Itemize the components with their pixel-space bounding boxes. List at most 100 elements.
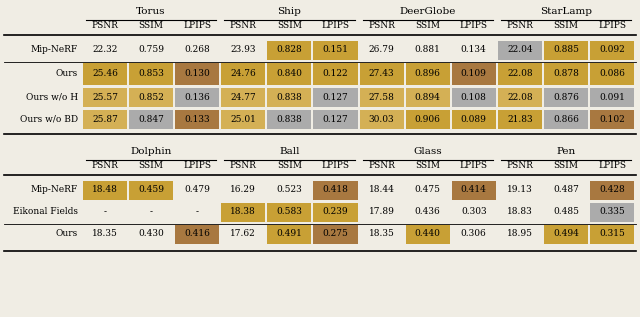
Text: 25.87: 25.87	[92, 114, 118, 124]
Text: 22.08: 22.08	[507, 69, 532, 78]
Text: -: -	[104, 208, 106, 217]
Text: 0.122: 0.122	[323, 69, 348, 78]
Text: 0.485: 0.485	[553, 208, 579, 217]
Bar	[129, 87, 173, 107]
Bar	[268, 87, 312, 107]
Text: 25.01: 25.01	[230, 114, 256, 124]
Text: 18.44: 18.44	[369, 185, 394, 195]
Text: 22.04: 22.04	[507, 46, 532, 55]
Text: 0.239: 0.239	[323, 208, 348, 217]
Text: -: -	[150, 208, 152, 217]
Text: LPIPS: LPIPS	[460, 22, 488, 30]
Bar	[406, 87, 450, 107]
Bar	[590, 109, 634, 128]
Text: 0.896: 0.896	[415, 69, 440, 78]
Bar	[406, 62, 450, 85]
Text: 18.48: 18.48	[92, 185, 118, 195]
Text: 22.08: 22.08	[507, 93, 532, 101]
Text: 0.335: 0.335	[599, 208, 625, 217]
Bar	[221, 62, 266, 85]
Text: 25.57: 25.57	[92, 93, 118, 101]
Text: 0.109: 0.109	[461, 69, 486, 78]
Bar	[544, 109, 588, 128]
Text: LPIPS: LPIPS	[460, 161, 488, 171]
Text: 0.885: 0.885	[553, 46, 579, 55]
Text: 18.38: 18.38	[230, 208, 256, 217]
Text: 0.275: 0.275	[323, 230, 348, 238]
Text: 24.77: 24.77	[230, 93, 256, 101]
Text: 27.58: 27.58	[369, 93, 394, 101]
Bar	[590, 87, 634, 107]
Text: 0.852: 0.852	[138, 93, 164, 101]
Text: PSNR: PSNR	[92, 22, 118, 30]
Bar	[268, 224, 312, 243]
Text: Torus: Torus	[136, 8, 166, 16]
Text: 26.79: 26.79	[369, 46, 394, 55]
Text: 0.847: 0.847	[138, 114, 164, 124]
Text: 0.491: 0.491	[276, 230, 302, 238]
Text: 0.089: 0.089	[461, 114, 486, 124]
Text: 0.136: 0.136	[184, 93, 210, 101]
Text: Glass: Glass	[413, 147, 442, 157]
Text: 0.906: 0.906	[415, 114, 440, 124]
Bar	[590, 180, 634, 199]
Text: Ship: Ship	[277, 8, 301, 16]
Bar	[498, 41, 542, 60]
Text: DeerGlobe: DeerGlobe	[399, 8, 456, 16]
Text: SSIM: SSIM	[554, 22, 579, 30]
Bar	[221, 109, 266, 128]
Bar	[360, 62, 404, 85]
Text: 0.487: 0.487	[553, 185, 579, 195]
Text: Dolphin: Dolphin	[131, 147, 172, 157]
Bar	[544, 224, 588, 243]
Bar	[83, 109, 127, 128]
Text: 22.32: 22.32	[92, 46, 118, 55]
Text: PSNR: PSNR	[230, 22, 257, 30]
Text: 0.108: 0.108	[461, 93, 486, 101]
Text: -: -	[196, 208, 198, 217]
Text: StarLamp: StarLamp	[540, 8, 592, 16]
Bar	[498, 109, 542, 128]
Text: 0.440: 0.440	[415, 230, 440, 238]
Text: PSNR: PSNR	[368, 22, 395, 30]
Bar	[175, 87, 220, 107]
Text: 30.03: 30.03	[369, 114, 394, 124]
Text: SSIM: SSIM	[277, 161, 302, 171]
Text: 0.840: 0.840	[276, 69, 302, 78]
Text: 0.523: 0.523	[276, 185, 302, 195]
Text: 0.759: 0.759	[138, 46, 164, 55]
Text: Ours: Ours	[56, 69, 78, 78]
Text: 0.303: 0.303	[461, 208, 486, 217]
Bar	[268, 62, 312, 85]
Text: LPIPS: LPIPS	[321, 22, 349, 30]
Text: PSNR: PSNR	[506, 22, 533, 30]
Text: 19.13: 19.13	[507, 185, 532, 195]
Bar	[590, 203, 634, 222]
Bar	[129, 180, 173, 199]
Text: 0.853: 0.853	[138, 69, 164, 78]
Bar	[314, 203, 358, 222]
Bar	[590, 224, 634, 243]
Bar	[314, 180, 358, 199]
Text: LPIPS: LPIPS	[183, 161, 211, 171]
Bar	[268, 109, 312, 128]
Bar	[83, 87, 127, 107]
Text: LPIPS: LPIPS	[183, 22, 211, 30]
Bar	[498, 87, 542, 107]
Text: 24.76: 24.76	[230, 69, 256, 78]
Text: 0.414: 0.414	[461, 185, 486, 195]
Text: PSNR: PSNR	[92, 161, 118, 171]
Text: 17.89: 17.89	[369, 208, 394, 217]
Text: 17.62: 17.62	[230, 230, 256, 238]
Text: 0.134: 0.134	[461, 46, 486, 55]
Bar	[314, 224, 358, 243]
Text: 0.475: 0.475	[415, 185, 440, 195]
Text: LPIPS: LPIPS	[598, 22, 626, 30]
Bar	[129, 62, 173, 85]
Text: 0.479: 0.479	[184, 185, 210, 195]
Text: SSIM: SSIM	[415, 161, 440, 171]
Text: 0.428: 0.428	[599, 185, 625, 195]
Text: 0.151: 0.151	[323, 46, 348, 55]
Text: 0.838: 0.838	[276, 93, 302, 101]
Text: 0.881: 0.881	[415, 46, 440, 55]
